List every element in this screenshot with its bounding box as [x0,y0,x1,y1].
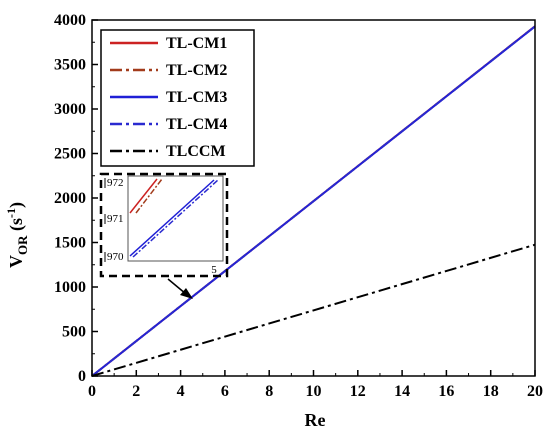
y-axis-title-subscript: OR [15,235,30,255]
x-tick-label: 0 [88,383,96,400]
inset-zoom: 972 971 970 5 [99,172,229,278]
inset-x-tick-label: 5 [211,264,217,276]
y-tick-label: 4000 [54,12,86,29]
y-tick-label: 500 [62,324,86,341]
arrow-head [180,288,193,299]
series-line-tlccm [91,243,536,377]
inset-line [132,179,219,258]
x-tick-label: 12 [350,383,366,400]
y-tick-label: 2500 [54,146,86,163]
y-tick-label: 3500 [54,57,86,74]
inset-dashed-frame [99,172,229,278]
x-tick-label: 10 [306,383,322,400]
y-axis-title-unit-open: (s [6,218,27,236]
x-tick-label: 14 [394,383,410,400]
x-tick-label: 6 [221,383,229,400]
x-tick-label: 20 [527,383,543,400]
x-axis-ticks: 0 2 4 6 8 10 12 14 16 18 20 [88,370,543,400]
y-axis-title-unit-sup: -1 [4,208,18,218]
inset-lines [129,178,219,258]
inset-line [129,179,215,257]
y-axis-ticks: 0 500 1000 1500 2000 2500 3000 3500 4000 [54,12,98,385]
y-tick-label: 3000 [54,101,86,118]
inset-y-tick-label: 970 [107,251,124,263]
inset-pointer-arrow [167,278,193,299]
series-lines [91,25,536,377]
y-tick-label: 1500 [54,235,86,252]
y-tick-label: 1000 [54,279,86,296]
legend-label-tl-cm4: TL-CM4 [166,116,227,133]
y-axis-title-unit-close: ) [6,202,27,208]
series-line-tl-cm4 [91,25,536,377]
x-tick-label: 8 [265,383,273,400]
y-axis-title-main: V [6,255,26,268]
y-axis-title: VOR (s-1) [4,202,30,268]
inset-y-tick-label: 972 [107,177,124,189]
inset-line [135,178,163,214]
x-tick-label: 4 [177,383,185,400]
inset-line [129,178,158,214]
legend: TL-CM1 TL-CM2 TL-CM3 TL-CM4 TLCCM [100,29,255,167]
legend-label-tl-cm2: TL-CM2 [166,62,227,79]
inset-ticks: 972 971 970 5 [104,177,217,276]
x-tick-label: 18 [483,383,499,400]
x-tick-label: 16 [438,383,454,400]
y-tick-label: 0 [78,368,86,385]
inset-y-tick-label: 971 [107,213,124,225]
x-tick-label: 2 [132,383,140,400]
x-axis-title: Re [305,410,326,430]
legend-label-tl-cm1: TL-CM1 [166,35,227,52]
legend-label-tl-cm3: TL-CM3 [166,89,227,106]
legend-label-tlccm: TLCCM [166,143,226,160]
y-tick-label: 2000 [54,190,86,207]
